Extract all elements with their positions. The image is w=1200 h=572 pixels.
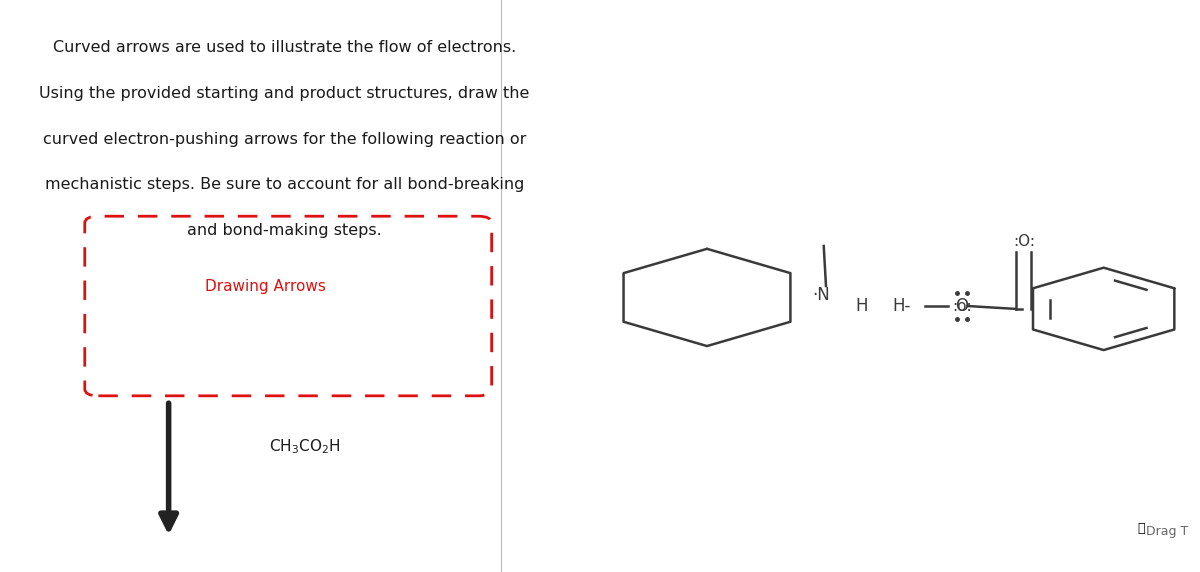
Text: and bond-making steps.: and bond-making steps.	[187, 223, 382, 238]
Text: Curved arrows are used to illustrate the flow of electrons.: Curved arrows are used to illustrate the…	[53, 40, 516, 55]
Text: :ᴏ:: :ᴏ:	[952, 299, 972, 313]
Text: H: H	[856, 297, 868, 315]
Text: CH$_3$CO$_2$H: CH$_3$CO$_2$H	[269, 437, 341, 455]
Text: Drawing Arrows: Drawing Arrows	[204, 279, 325, 293]
Text: mechanistic steps. Be sure to account for all bond-breaking: mechanistic steps. Be sure to account fo…	[44, 177, 524, 192]
Text: :O:: :O:	[1013, 234, 1036, 249]
Text: 🤚: 🤚	[1138, 522, 1145, 535]
Text: Drag T: Drag T	[1146, 525, 1189, 538]
Text: Using the provided starting and product structures, draw the: Using the provided starting and product …	[40, 86, 529, 101]
Text: O: O	[955, 297, 968, 315]
Text: H-: H-	[893, 297, 911, 315]
Text: curved electron-pushing arrows for the following reaction or: curved electron-pushing arrows for the f…	[42, 132, 526, 146]
Text: ·N: ·N	[812, 285, 830, 304]
